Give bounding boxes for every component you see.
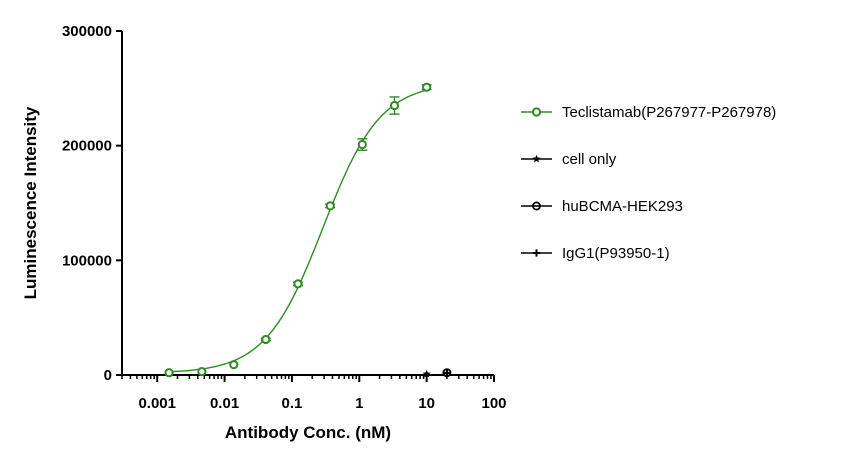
y-tick-label: 100000 — [62, 252, 112, 269]
legend: Teclistamab(P267977-P267978) cell only huB… — [521, 104, 776, 262]
legend-item-1: cell only — [521, 151, 617, 168]
legend-marker — [531, 107, 542, 117]
legend-label: IgG1(P93950-1) — [562, 245, 670, 262]
legend-marker — [532, 154, 541, 163]
data-point — [293, 279, 303, 289]
axes — [116, 30, 495, 382]
plot-area — [164, 82, 452, 378]
data-point — [164, 368, 174, 378]
series-3 — [443, 369, 451, 377]
data-point — [422, 369, 431, 378]
data-point — [197, 366, 207, 377]
y-tick-label: 300000 — [62, 23, 112, 40]
legend-label: cell only — [562, 151, 617, 168]
x-axis-title: Antibody Conc. (nM) — [225, 423, 391, 442]
legend-marker — [532, 249, 541, 257]
x-tick-label: 10 — [418, 395, 435, 412]
data-point — [389, 100, 400, 111]
legend-item-2: huBCMA-HEK293 — [521, 198, 683, 215]
x-tick-label: 0.01 — [210, 395, 239, 412]
legend-item-3: IgG1(P93950-1) — [521, 245, 670, 262]
x-tick-label: 100 — [481, 395, 506, 412]
series-1 — [422, 369, 431, 378]
y-tick-label: 200000 — [62, 138, 112, 155]
data-point — [443, 369, 451, 377]
legend-marker — [532, 201, 542, 211]
x-tick-labels: 0.001 0.01 0.1 1 10 100 — [138, 395, 506, 412]
fit-curve — [169, 89, 427, 373]
data-point — [261, 334, 271, 345]
y-axis-title: Luminescence Intensity — [21, 106, 40, 299]
data-point — [229, 360, 239, 370]
x-tick-label: 0.1 — [282, 395, 303, 412]
data-point — [325, 201, 335, 211]
series-0 — [164, 82, 432, 378]
legend-label: Teclistamab(P267977-P267978) — [562, 104, 776, 121]
legend-item-0: Teclistamab(P267977-P267978) — [521, 104, 776, 121]
x-tick-label: 0.001 — [138, 395, 176, 412]
x-tick-label: 1 — [355, 395, 363, 412]
data-point — [422, 82, 432, 92]
legend-label: huBCMA-HEK293 — [562, 198, 683, 215]
data-point — [357, 139, 367, 150]
y-tick-label: 0 — [104, 367, 112, 384]
y-tick-labels: 0 100000 200000 300000 — [62, 23, 112, 384]
